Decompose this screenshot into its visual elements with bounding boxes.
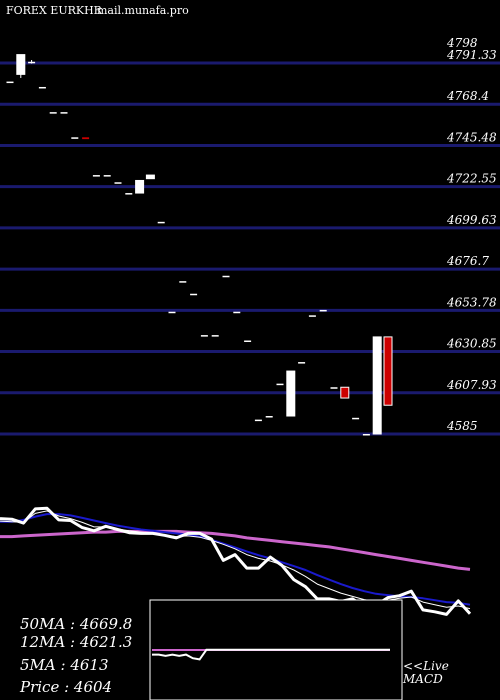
candle (383, 336, 393, 406)
candle (92, 175, 100, 177)
candle (157, 221, 165, 224)
candle (286, 370, 296, 417)
candle (222, 275, 230, 278)
macd-live-link[interactable]: <<Live (403, 659, 449, 673)
macd-label: MACD (402, 672, 443, 686)
price-gridlines (0, 61, 500, 436)
legend-price: Price : 4604 (19, 678, 112, 696)
candle (362, 434, 370, 436)
candle (49, 112, 57, 114)
ma-long-line (0, 529, 471, 571)
candle (71, 137, 79, 139)
candle (38, 86, 46, 89)
y-tick-label: 4607.93 (446, 378, 497, 392)
y-tick-label: 4676.7 (446, 254, 489, 268)
candle (308, 315, 316, 317)
candle (179, 281, 187, 283)
macd-line (152, 648, 390, 661)
candle (330, 387, 338, 389)
chart-title: FOREX EURKHR (6, 4, 103, 17)
candle (352, 417, 360, 420)
candle (244, 340, 252, 342)
candle (340, 386, 350, 399)
ma-legend: 50MA : 4669.8 12MA : 4621.3 5MA : 4613 P… (19, 615, 132, 696)
candle (265, 416, 273, 418)
legend-ma50: 50MA : 4669.8 (20, 615, 132, 633)
legend-ma5: 5MA : 4613 (20, 656, 109, 674)
candle (16, 54, 26, 75)
candle (145, 174, 155, 180)
y-tick-label: 4745.48 (446, 130, 497, 144)
y-tick-label: 4630.85 (446, 337, 497, 351)
y-tick-label: 4798 (446, 36, 478, 50)
price-line (0, 506, 472, 616)
candle (125, 193, 133, 195)
y-tick-label: 4791.33 (446, 48, 497, 62)
candle (372, 336, 382, 435)
candle (319, 309, 327, 312)
candle (114, 182, 122, 184)
candle (211, 335, 219, 337)
legend-ma12: 12MA : 4621.3 (20, 633, 132, 651)
candle (190, 293, 198, 296)
macd-panel (149, 599, 403, 700)
y-tick-label: 4585 (446, 419, 478, 433)
candle (6, 81, 14, 84)
candle (200, 335, 208, 337)
candle (28, 61, 36, 64)
candle (254, 419, 262, 422)
candle (82, 137, 90, 140)
candle (233, 311, 241, 314)
candle (60, 112, 68, 114)
y-tick-label: 4699.63 (446, 213, 497, 227)
y-tick-label: 4722.55 (446, 172, 497, 186)
macd-lines (152, 648, 390, 661)
y-tick-label: 4653.78 (446, 295, 497, 309)
y-tick-label: 4768.4 (446, 89, 489, 103)
candle (276, 383, 284, 386)
candle (103, 175, 111, 177)
site-name: mail.munafa.pro (97, 4, 189, 17)
candle (298, 362, 306, 364)
candlesticks (6, 54, 393, 436)
candle (135, 179, 145, 194)
candle (168, 311, 176, 314)
